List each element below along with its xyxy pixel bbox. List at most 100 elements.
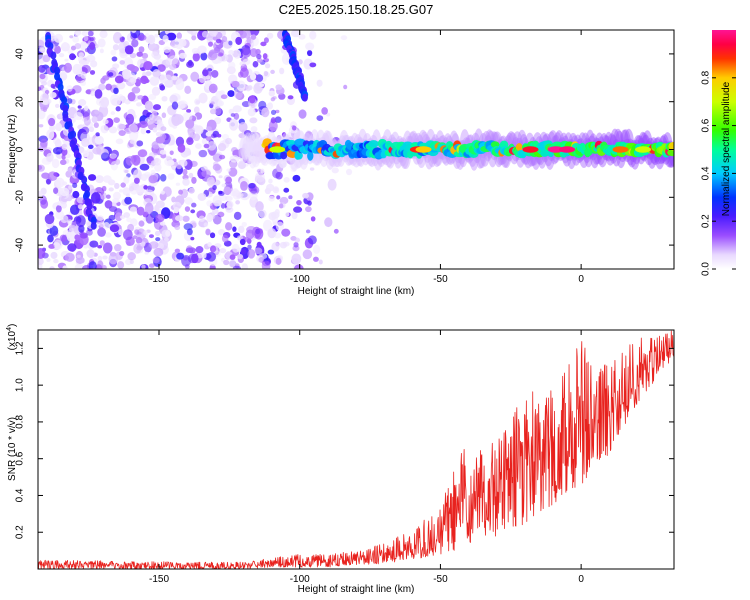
heatmap-cell xyxy=(321,107,328,115)
heatmap-cell xyxy=(203,222,209,228)
heatmap-cell xyxy=(307,200,312,206)
heatmap-cell xyxy=(250,34,257,40)
heatmap-cell xyxy=(123,212,131,218)
heatmap-cell xyxy=(127,91,136,102)
heatmap-cell xyxy=(249,117,258,124)
heatmap-cell xyxy=(193,106,200,114)
heatmap-cell xyxy=(89,70,96,75)
heatmap-cell xyxy=(119,36,125,43)
heatmap-cell xyxy=(113,87,119,95)
y-tick-label: 20 xyxy=(15,96,26,108)
heatmap-cell xyxy=(98,104,109,118)
heatmap-cell xyxy=(98,83,106,91)
heatmap-cell xyxy=(238,225,245,234)
heatmap-cell xyxy=(163,237,169,242)
heatmap-cell xyxy=(184,264,190,269)
heatmap-cell xyxy=(293,264,304,269)
heatmap-cell xyxy=(38,165,43,171)
heatmap-cell xyxy=(89,37,94,42)
heatmap-cell xyxy=(237,253,244,260)
heatmap-cell xyxy=(324,217,333,228)
heatmap-cell xyxy=(169,63,177,71)
heatmap-cell xyxy=(54,45,61,54)
heatmap-cell xyxy=(100,124,109,134)
heatmap-cell xyxy=(96,260,104,269)
heatmap-cell xyxy=(240,192,250,201)
heatmap-cell xyxy=(291,211,298,220)
heatmap-cell xyxy=(83,105,89,111)
heatmap-cell xyxy=(303,58,313,70)
heatmap-cell xyxy=(156,64,166,72)
heatmap-cell xyxy=(248,183,256,189)
y-tick-label: 0.8 xyxy=(15,415,26,429)
heatmap-cell xyxy=(212,36,218,41)
heatmap-cell xyxy=(97,255,103,262)
heatmap-cell xyxy=(515,143,523,152)
heatmap-cell xyxy=(238,137,249,164)
heatmap-cell xyxy=(162,186,172,197)
heatmap-cell xyxy=(258,209,267,219)
y-tick-label: -40 xyxy=(15,237,26,252)
heatmap-cell xyxy=(267,102,273,110)
heatmap-cell xyxy=(48,243,56,249)
heatmap-cell xyxy=(293,241,299,248)
heatmap-cell xyxy=(218,229,225,236)
heatmap-cell xyxy=(152,69,161,78)
heatmap-cell xyxy=(118,123,126,130)
heatmap-cell xyxy=(148,175,158,184)
heatmap-cell xyxy=(302,192,309,199)
heatmap-cell xyxy=(105,83,112,91)
heatmap-cell xyxy=(217,100,224,107)
heatmap-cell xyxy=(316,79,323,87)
heatmap-cell xyxy=(78,99,87,107)
heatmap-cell xyxy=(200,52,208,61)
heatmap-cell xyxy=(220,94,228,100)
heatmap-cell xyxy=(331,167,339,174)
heatmap-cell xyxy=(155,136,165,144)
heatmap-cell xyxy=(171,75,178,81)
heatmap-cell xyxy=(269,146,286,153)
heatmap-cell xyxy=(51,158,60,169)
heatmap-cell xyxy=(143,230,148,236)
x-tick-label: -150 xyxy=(149,274,169,285)
heatmap-cell xyxy=(88,126,95,133)
heatmap-cell xyxy=(87,144,94,149)
heatmap-cell xyxy=(66,231,77,243)
heatmap-cell xyxy=(80,56,90,66)
heatmap-cell xyxy=(228,108,235,115)
heatmap-cell xyxy=(207,41,214,47)
heatmap-cell xyxy=(226,200,234,209)
heatmap-cell xyxy=(46,152,54,162)
heatmap-cell xyxy=(116,81,126,90)
heatmap-cell xyxy=(99,30,108,39)
heatmap-cell xyxy=(307,151,314,161)
heatmap-cell xyxy=(206,176,216,187)
y-tick-label: 0.6 xyxy=(15,451,26,465)
heatmap-cell xyxy=(90,88,95,93)
heatmap-cell xyxy=(109,224,120,233)
heatmap-cell xyxy=(187,59,193,66)
heatmap-cell xyxy=(77,105,82,109)
heatmap-cell xyxy=(228,40,233,46)
heatmap-cell xyxy=(289,163,297,170)
heatmap-cell xyxy=(225,195,233,202)
heatmap-cell xyxy=(132,235,138,240)
heatmap-cell xyxy=(298,33,306,40)
heatmap-cell xyxy=(97,244,103,249)
heatmap-cell xyxy=(201,30,209,38)
heatmap-cell xyxy=(268,90,276,97)
heatmap-cell xyxy=(67,167,73,173)
heatmap-cell xyxy=(48,117,56,127)
heatmap-cell xyxy=(80,71,87,79)
heatmap-cell xyxy=(144,171,151,178)
heatmap-cell xyxy=(55,122,63,132)
heatmap-cell xyxy=(304,131,313,142)
y-tick-label: 0 xyxy=(15,146,26,152)
heatmap-cell xyxy=(207,241,212,247)
heatmap-cell xyxy=(93,122,99,129)
heatmap-cell xyxy=(195,246,204,254)
heatmap-cell xyxy=(268,212,277,221)
heatmap-cell xyxy=(103,221,110,229)
heatmap-cell xyxy=(188,187,195,194)
heatmap-cell xyxy=(155,237,161,242)
